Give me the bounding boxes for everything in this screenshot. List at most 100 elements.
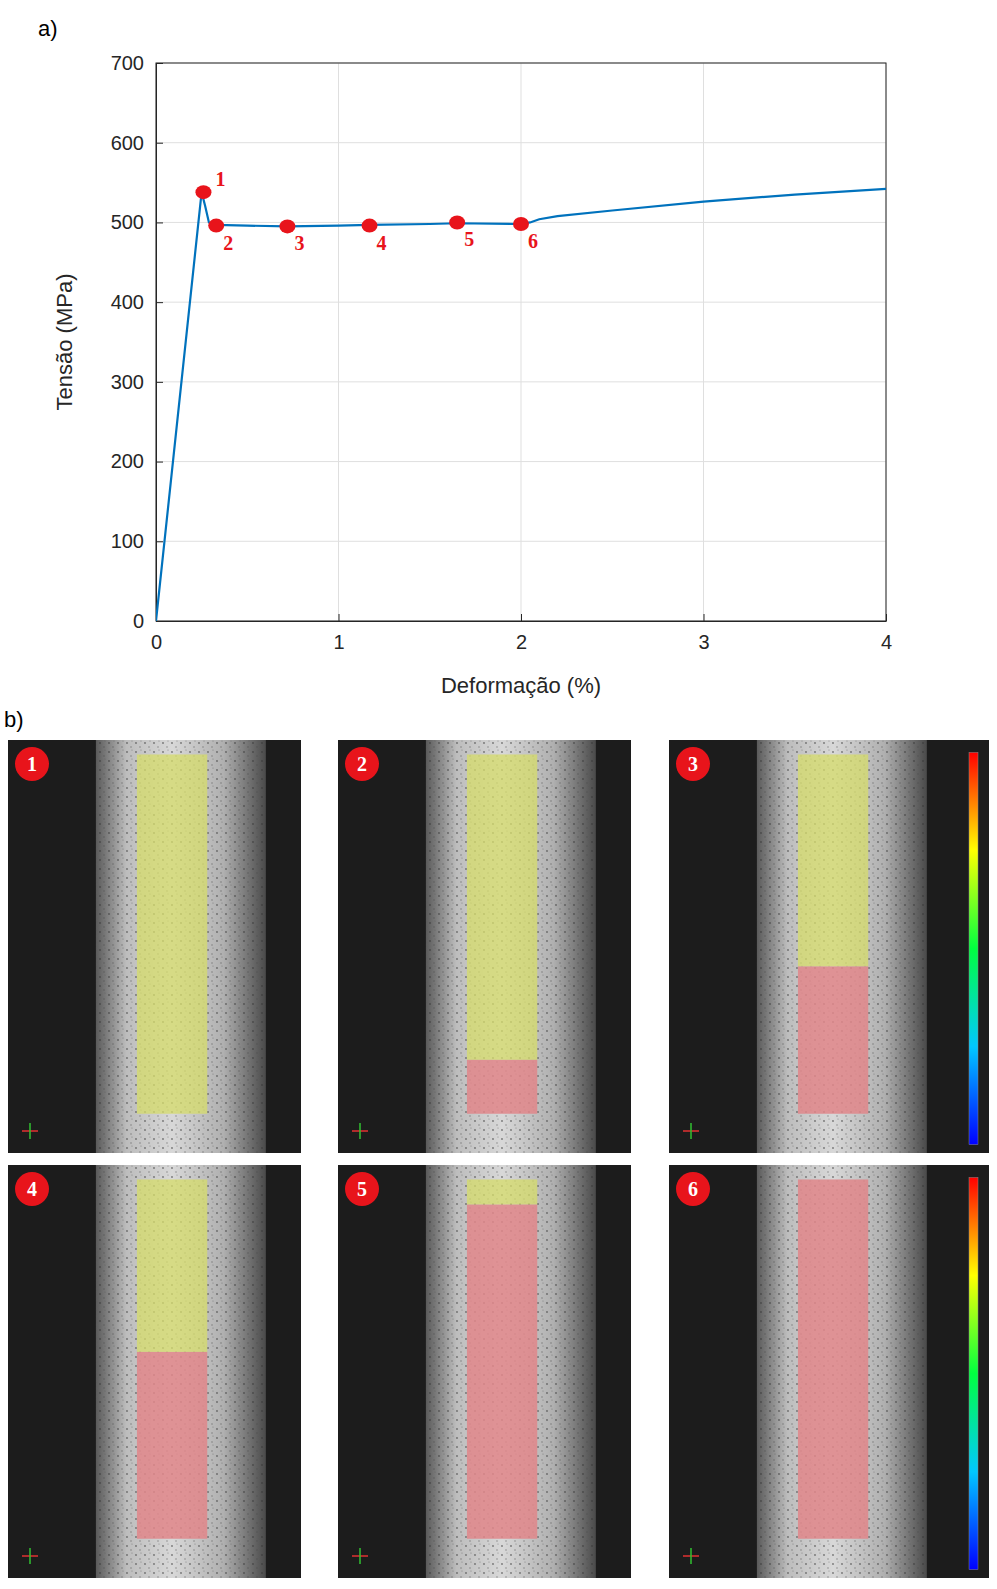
transformed-region xyxy=(137,1352,207,1539)
tick-label: 300 xyxy=(111,371,144,393)
plot-area xyxy=(156,185,886,621)
tick-label: 200 xyxy=(111,450,144,472)
data-line xyxy=(156,189,886,621)
dic-panel: 2 xyxy=(338,740,631,1153)
panel-number: 3 xyxy=(688,753,698,775)
triad xyxy=(29,1548,31,1564)
tick-mark xyxy=(521,614,522,621)
untransformed-region xyxy=(137,754,207,1113)
annotation-marker xyxy=(362,219,378,233)
grid-line xyxy=(156,302,886,303)
panel-number: 4 xyxy=(27,1178,37,1200)
tick-mark xyxy=(156,462,163,463)
tick-label: 4 xyxy=(881,631,892,653)
tick: 1 xyxy=(333,614,344,653)
tick-label: 600 xyxy=(111,132,144,154)
annotation-label: 1 xyxy=(215,168,225,190)
annotation-label: 6 xyxy=(528,230,538,252)
panel-badge xyxy=(676,1172,710,1206)
untransformed-region xyxy=(467,754,537,1059)
tick-label: 3 xyxy=(698,631,709,653)
tick: 200 xyxy=(111,450,163,472)
plot-frame xyxy=(156,63,886,621)
tick: 600 xyxy=(111,132,163,154)
panel-number: 2 xyxy=(357,753,367,775)
dic-panel: 6 xyxy=(669,1165,989,1578)
tick-mark xyxy=(156,621,163,622)
image-background xyxy=(8,740,301,1153)
grid-line xyxy=(156,541,886,542)
dic-panel: 5 xyxy=(338,1165,631,1578)
tick: 100 xyxy=(111,530,163,552)
color-bar xyxy=(969,752,978,1144)
x-axis: 01234 xyxy=(151,614,892,653)
speckle xyxy=(757,740,927,1153)
image-background xyxy=(338,1165,631,1578)
tick-label: 400 xyxy=(111,291,144,313)
dic-panel: 4 xyxy=(8,1165,301,1578)
specimen xyxy=(426,1165,596,1578)
untransformed-region xyxy=(137,1179,207,1351)
speckle xyxy=(96,1165,266,1578)
tick: 4 xyxy=(881,614,892,653)
tick: 400 xyxy=(111,291,163,313)
tick: 2 xyxy=(516,614,527,653)
image-background xyxy=(338,740,631,1153)
dic-panel: 3 xyxy=(669,740,989,1153)
tick: 500 xyxy=(111,211,163,233)
panel-label: b) xyxy=(4,707,24,732)
panel-badge xyxy=(676,747,710,781)
tick-label: 700 xyxy=(111,52,144,74)
tick-mark xyxy=(704,614,705,621)
annotations: 123456 xyxy=(215,168,538,254)
tick: 700 xyxy=(111,52,163,74)
axis-line xyxy=(157,621,887,622)
panel-number: 1 xyxy=(27,753,37,775)
axis-line xyxy=(156,64,157,622)
tick-label: 0 xyxy=(133,610,144,632)
panel-number: 6 xyxy=(688,1178,698,1200)
tick-mark xyxy=(156,143,163,144)
image-background xyxy=(669,1165,989,1578)
transformed-region xyxy=(137,1113,207,1114)
tick: 300 xyxy=(111,371,163,393)
specimen xyxy=(96,740,266,1153)
transformed-region xyxy=(467,1205,537,1539)
annotation-label: 4 xyxy=(377,232,387,254)
tick-label: 500 xyxy=(111,211,144,233)
panel-number: 5 xyxy=(357,1178,367,1200)
axis-title: Deformação (%) xyxy=(441,673,601,698)
triad xyxy=(690,1123,692,1139)
speckle xyxy=(757,1165,927,1578)
annotation-label: 3 xyxy=(294,232,304,254)
tick-mark xyxy=(156,302,163,303)
chart: 0 1 2 3 4 0 100 200 300 400 500 600 700 Deformação (%… xyxy=(52,52,892,698)
grid xyxy=(156,63,886,621)
annotation-label: 2 xyxy=(223,232,233,254)
triad xyxy=(29,1123,31,1139)
grid-line xyxy=(156,381,886,382)
specimen xyxy=(426,740,596,1153)
annotation-marker xyxy=(279,219,295,233)
transformed-region xyxy=(467,1060,537,1114)
grid-line xyxy=(156,461,886,462)
untransformed-region xyxy=(798,754,868,966)
image-background xyxy=(8,1165,301,1578)
grid-line xyxy=(521,63,522,621)
tick-label: 2 xyxy=(516,631,527,653)
y-axis: 0 100 200 300 400 500 600 700 xyxy=(111,52,163,632)
tick-mark xyxy=(339,614,340,621)
annotation-marker xyxy=(195,185,211,199)
tick-label: 1 xyxy=(333,631,344,653)
panel-badge xyxy=(345,1172,379,1206)
speckle xyxy=(426,740,596,1153)
grid-line xyxy=(338,63,339,621)
triad xyxy=(359,1123,361,1139)
specimen xyxy=(96,1165,266,1578)
tick: 3 xyxy=(698,614,709,653)
specimen xyxy=(757,740,927,1153)
image-background xyxy=(669,740,989,1153)
panel-badge xyxy=(345,747,379,781)
axis-title: Tensão (MPa) xyxy=(52,274,77,411)
tick-label: 100 xyxy=(111,530,144,552)
